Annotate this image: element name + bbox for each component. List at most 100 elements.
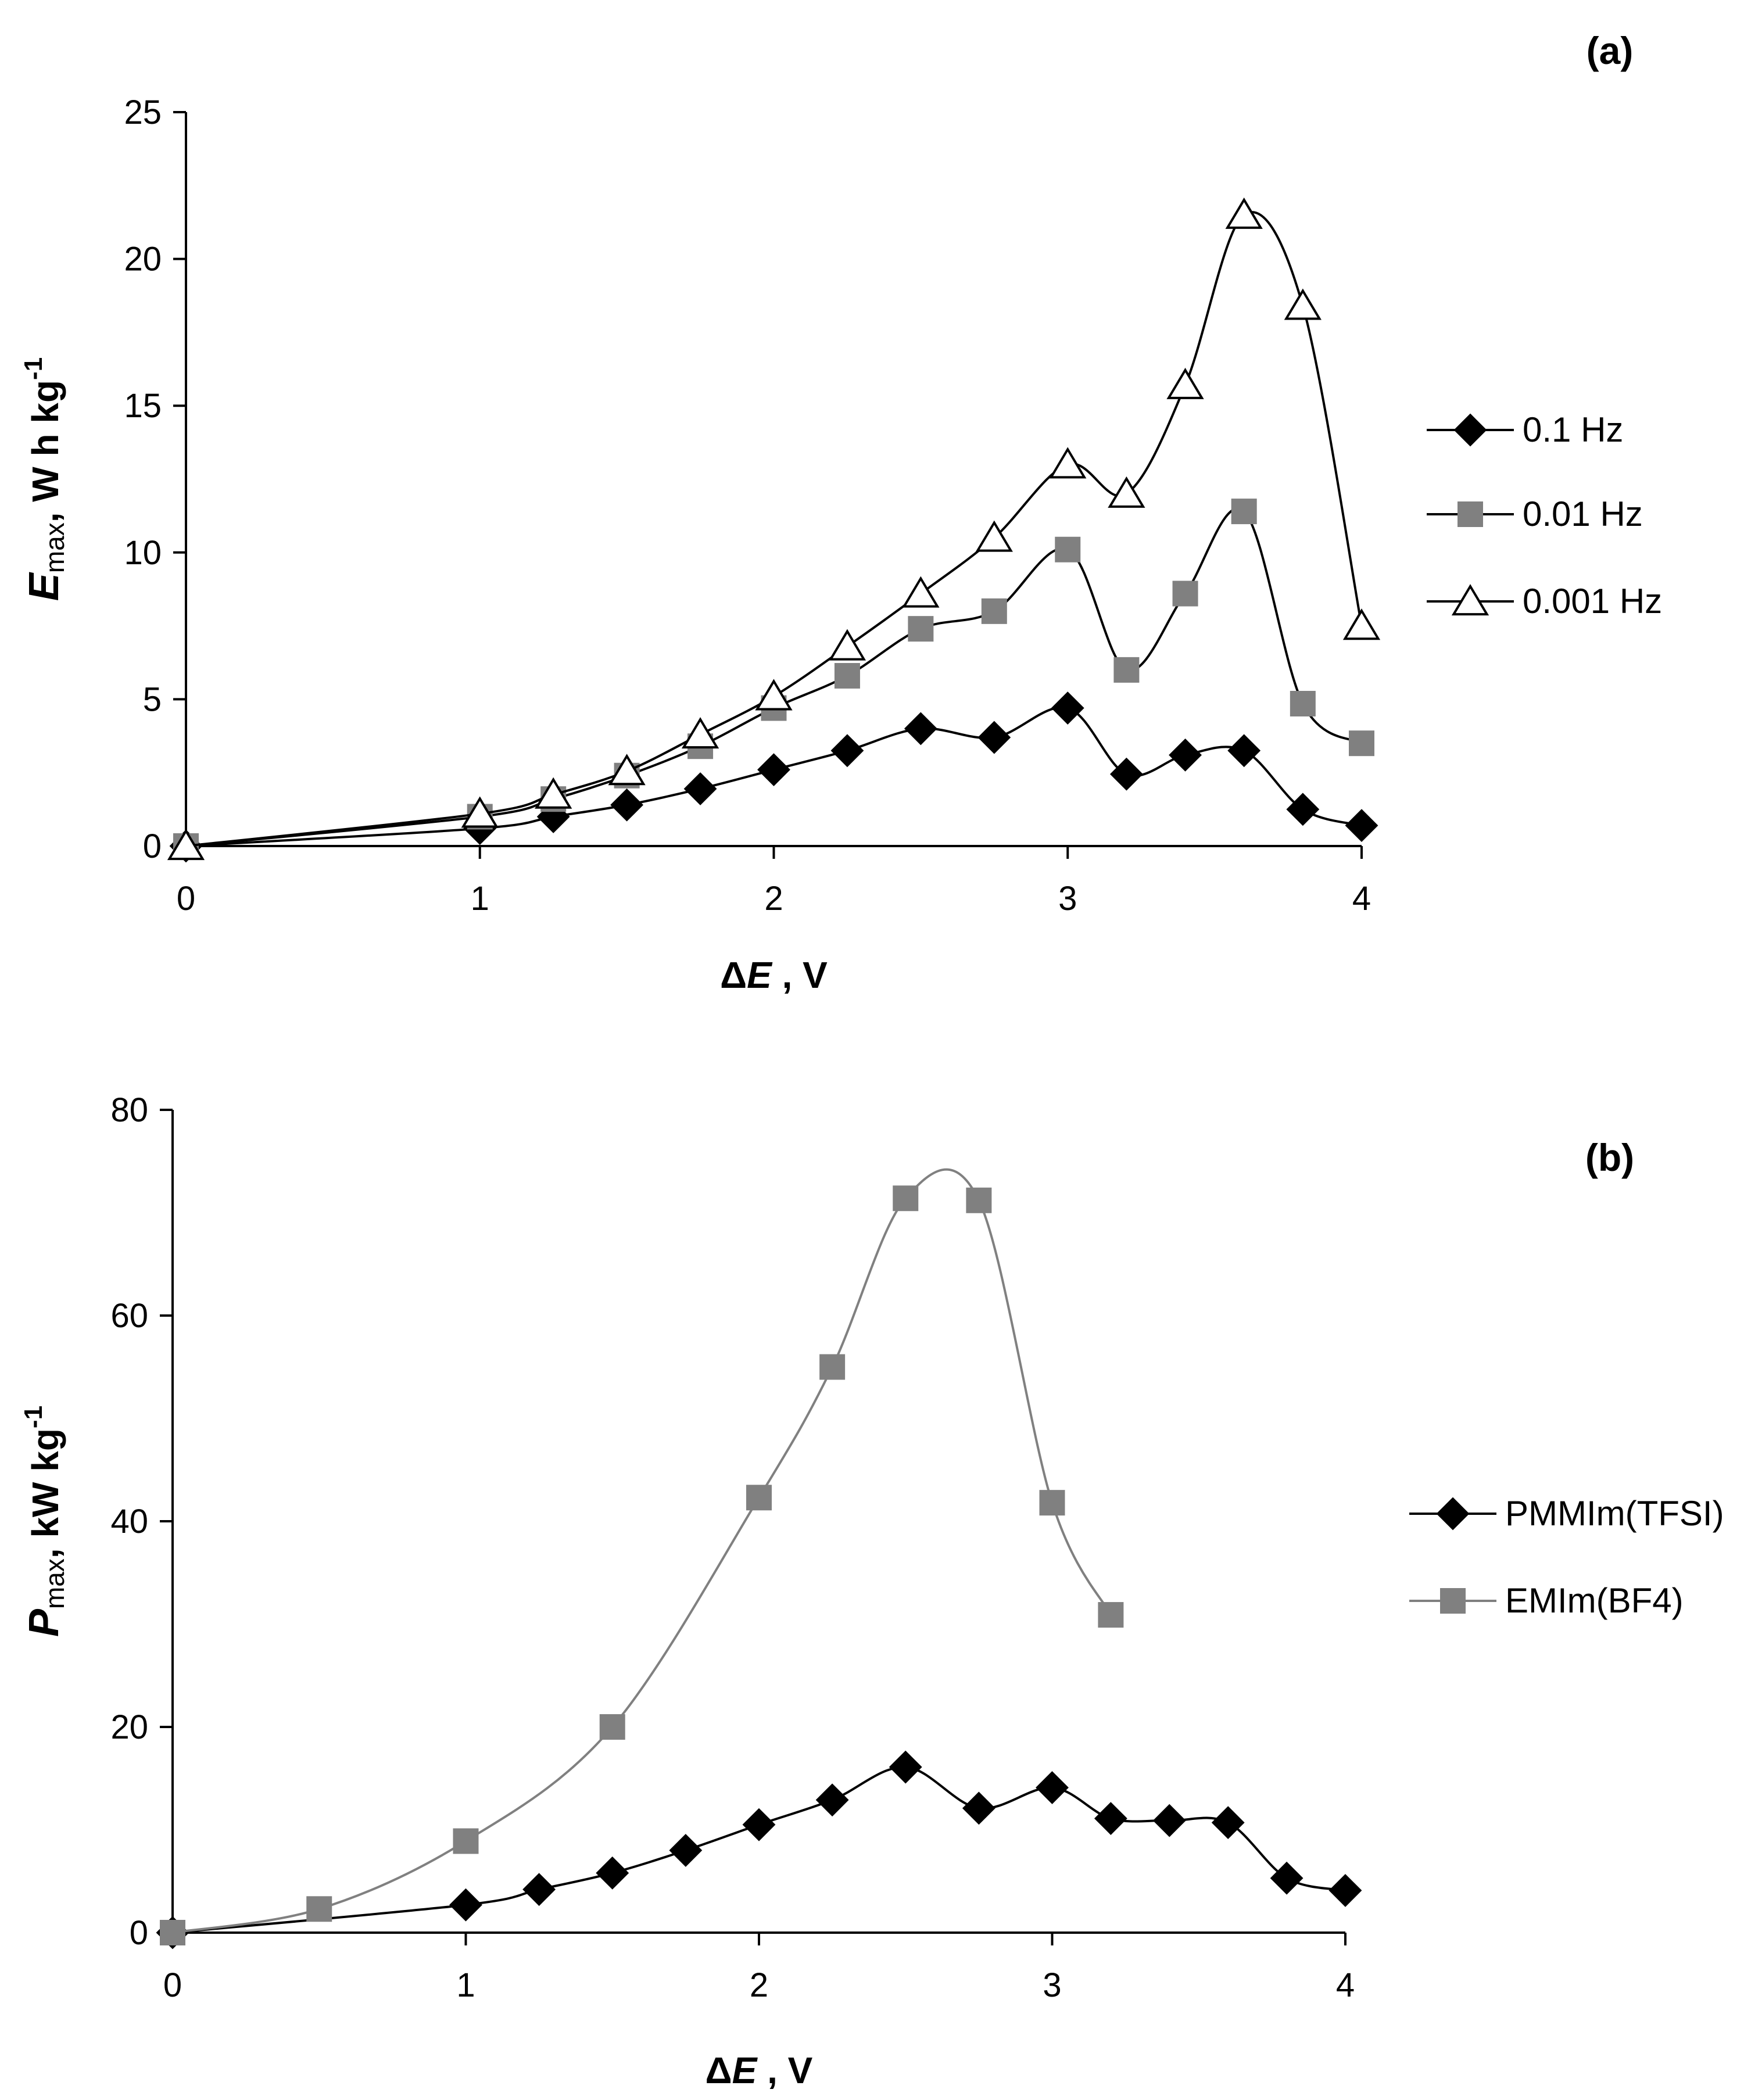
series-0.01 Hz bbox=[173, 499, 1374, 859]
data-point bbox=[1098, 1602, 1124, 1628]
y-tick-label: 20 bbox=[124, 241, 162, 278]
series-EMIm(BF4) bbox=[160, 1168, 1124, 1945]
data-point bbox=[902, 576, 940, 608]
x-axis-title: ΔE , V bbox=[720, 954, 828, 996]
data-point bbox=[1290, 690, 1316, 716]
data-point bbox=[669, 1833, 703, 1867]
y-axis-title: Emax, W h kg-1 bbox=[19, 357, 70, 601]
data-point bbox=[908, 616, 934, 642]
legend-item: 0.001 Hz bbox=[1427, 582, 1662, 621]
y-axis-title-sub: max bbox=[40, 522, 70, 573]
y-tick-label: 10 bbox=[124, 534, 162, 572]
data-point bbox=[1108, 476, 1145, 508]
data-point bbox=[828, 629, 866, 661]
x-tick-label: 2 bbox=[750, 1966, 768, 2004]
y-axis-title-sup: -1 bbox=[19, 357, 48, 380]
legend-marker bbox=[1453, 413, 1487, 447]
series-0.001 Hz bbox=[167, 197, 1381, 861]
data-point bbox=[830, 734, 864, 768]
data-point bbox=[981, 598, 1007, 624]
y-axis-title-symbol: P bbox=[21, 1608, 67, 1637]
x-axis-title-unit: , V bbox=[757, 2049, 812, 2091]
y-axis-title-unit: , kW kg bbox=[24, 1428, 66, 1558]
y-axis-title-sup: -1 bbox=[19, 1406, 48, 1428]
x-tick-label: 0 bbox=[163, 1966, 182, 2004]
series-PMMIm(TFSI) bbox=[156, 1750, 1362, 1950]
data-point bbox=[819, 1354, 846, 1380]
data-point bbox=[815, 1783, 849, 1817]
y-axis-title-unit: , W h kg bbox=[24, 380, 66, 522]
y-tick-label: 25 bbox=[124, 94, 162, 131]
data-point bbox=[1055, 536, 1081, 562]
data-point bbox=[1109, 757, 1143, 791]
x-axis-title-symbol: E bbox=[747, 954, 773, 996]
y-axis-title: Pmax, kW kg-1 bbox=[19, 1406, 70, 1637]
legend-marker bbox=[1451, 584, 1489, 616]
data-point bbox=[742, 1808, 776, 1841]
data-point bbox=[683, 772, 717, 805]
data-point bbox=[608, 754, 646, 786]
legend-item: 0.1 Hz bbox=[1427, 410, 1623, 449]
x-tick-label: 1 bbox=[471, 880, 489, 918]
series-line bbox=[172, 1168, 1112, 1934]
data-point bbox=[1094, 1802, 1127, 1835]
x-axis-title-symbol: E bbox=[732, 2049, 758, 2091]
data-point bbox=[596, 1856, 629, 1890]
data-point bbox=[889, 1750, 922, 1784]
data-point bbox=[904, 712, 937, 746]
data-point bbox=[1152, 1804, 1186, 1837]
data-point bbox=[1113, 657, 1140, 683]
legend-item: PMMIm(TFSI) bbox=[1409, 1494, 1724, 1533]
data-point bbox=[1284, 288, 1322, 320]
data-point bbox=[1051, 691, 1084, 725]
x-tick-label: 2 bbox=[764, 880, 783, 918]
y-tick-label: 20 bbox=[110, 1708, 148, 1746]
y-axis-title-sub: max bbox=[40, 1558, 70, 1609]
panel-label: (b) bbox=[1585, 1136, 1634, 1179]
data-point bbox=[1036, 1771, 1069, 1804]
x-tick-label: 3 bbox=[1058, 880, 1077, 918]
legend-label: PMMIm(TFSI) bbox=[1505, 1494, 1724, 1533]
x-axis-title-delta: Δ bbox=[706, 2049, 732, 2091]
data-point bbox=[681, 717, 719, 749]
data-point bbox=[167, 829, 205, 861]
data-point bbox=[1172, 580, 1198, 607]
data-point bbox=[966, 1187, 992, 1213]
data-point bbox=[306, 1896, 332, 1922]
chart-panel-b: 0 20 40 60 80 0 1 2 3 4 (b) ΔE , V Pmax, kW kg-1 PMMI… bbox=[19, 1091, 1724, 2091]
data-point bbox=[975, 520, 1013, 552]
panel-label: (a) bbox=[1587, 29, 1634, 72]
y-tick-label: 40 bbox=[110, 1503, 148, 1540]
y-tick-label: 5 bbox=[143, 680, 162, 718]
data-point bbox=[610, 788, 644, 822]
data-point bbox=[977, 721, 1011, 754]
legend-label: 0.001 Hz bbox=[1523, 582, 1662, 621]
x-axis-title: ΔE , V bbox=[706, 2049, 813, 2091]
y-tick-label: 15 bbox=[124, 387, 162, 425]
data-point bbox=[755, 679, 793, 711]
y-tick-label: 0 bbox=[130, 1914, 148, 1952]
y-axis-title-symbol: E bbox=[21, 572, 67, 601]
legend-item: 0.01 Hz bbox=[1427, 494, 1643, 533]
x-tick-label: 0 bbox=[177, 880, 195, 918]
x-axis-title-delta: Δ bbox=[720, 954, 747, 996]
y-tick-label: 80 bbox=[110, 1091, 148, 1129]
data-point bbox=[1169, 738, 1202, 772]
data-point bbox=[461, 796, 499, 828]
legend-label: EMIm(BF4) bbox=[1505, 1581, 1684, 1620]
series-line bbox=[172, 1766, 1346, 1934]
series-line bbox=[185, 706, 1362, 847]
data-point bbox=[834, 662, 860, 689]
data-point bbox=[535, 777, 572, 809]
x-tick-label: 3 bbox=[1043, 1966, 1061, 2004]
data-point bbox=[599, 1714, 625, 1740]
x-tick-label: 1 bbox=[456, 1966, 475, 2004]
data-point bbox=[160, 1920, 185, 1945]
data-point bbox=[1225, 197, 1263, 229]
data-point bbox=[746, 1485, 772, 1511]
x-axis-title-unit: , V bbox=[772, 954, 828, 996]
data-point bbox=[1349, 730, 1374, 757]
data-point bbox=[453, 1828, 479, 1854]
data-point bbox=[1342, 608, 1381, 640]
